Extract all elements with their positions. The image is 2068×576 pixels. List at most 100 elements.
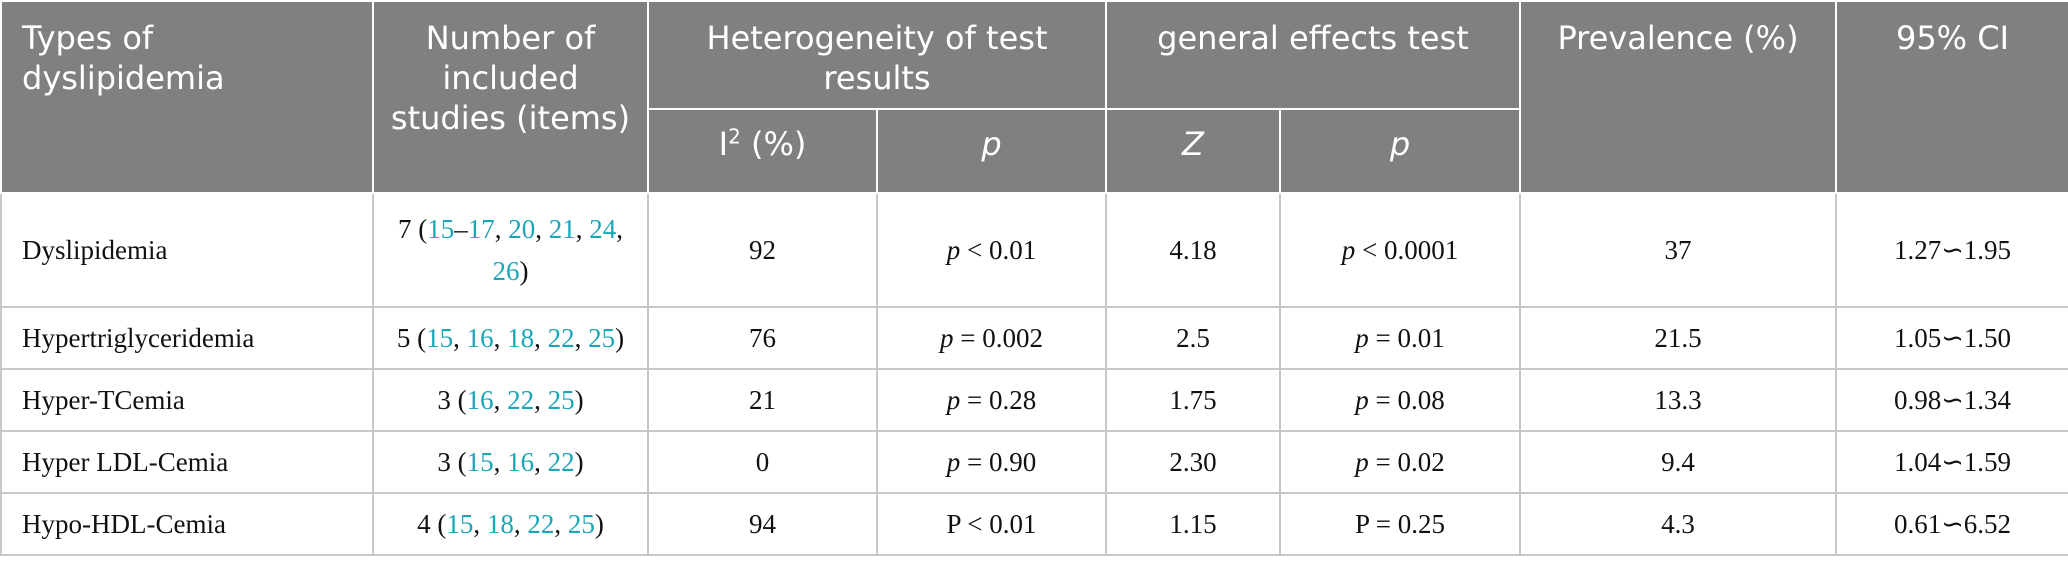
- studies-count: 7 (: [398, 214, 428, 244]
- reference-separator: ,: [494, 214, 509, 244]
- p-value: = 0.28: [960, 385, 1037, 415]
- p-value: = 0.02: [1368, 447, 1445, 477]
- reference-link[interactable]: 16: [466, 385, 494, 415]
- reference-link[interactable]: 22: [547, 447, 575, 477]
- header-p-heterogeneity: p: [876, 108, 1107, 194]
- reference-link[interactable]: 22: [507, 385, 535, 415]
- dyslipidemia-table: Types of dyslipidemia Number of included…: [0, 0, 2068, 556]
- reference-link[interactable]: 22: [527, 509, 555, 539]
- reference-separator: ,: [535, 214, 549, 244]
- reference-link[interactable]: 26: [492, 256, 520, 286]
- p-symbol: p: [1341, 235, 1356, 265]
- reference-link[interactable]: 15: [426, 323, 454, 353]
- cell-z: 1.15: [1105, 492, 1281, 556]
- studies-close: ): [615, 323, 625, 353]
- p-symbol: p: [946, 385, 961, 415]
- cell-p-general: p < 0.0001: [1279, 192, 1521, 308]
- cell-z: 2.30: [1105, 430, 1281, 494]
- cell-ci: 0.98∽1.34: [1835, 368, 2068, 432]
- studies-count: 4 (: [417, 509, 447, 539]
- reference-separator: ,: [453, 323, 467, 353]
- p-symbol: p: [1355, 447, 1369, 477]
- header-heterogeneity: Heterogeneity of test results: [647, 0, 1107, 110]
- table-row: Hypo-HDL-Cemia 4 (15, 18, 22, 25) 94 P < 0.…: [0, 492, 2068, 556]
- cell-type: Hypo-HDL-Cemia: [0, 492, 374, 556]
- p-value: < 0.01: [960, 235, 1037, 265]
- cell-ci: 1.04∽1.59: [1835, 430, 2068, 494]
- reference-separator: –: [454, 214, 468, 244]
- table-body: Dyslipidemia 7 (15–17, 20, 21, 24, 26) 92 p…: [0, 192, 2068, 556]
- cell-p-general: p = 0.02: [1279, 430, 1521, 494]
- reference-separator: ,: [534, 385, 548, 415]
- cell-i2: 94: [647, 492, 878, 556]
- studies-count: 3 (: [437, 385, 467, 415]
- reference-separator: ,: [534, 447, 548, 477]
- cell-type: Dyslipidemia: [0, 192, 374, 308]
- cell-studies: 7 (15–17, 20, 21, 24, 26): [372, 192, 649, 308]
- header-types: Types of dyslipidemia: [0, 0, 374, 194]
- p-symbol: P: [946, 509, 961, 539]
- reference-link[interactable]: 17: [467, 214, 495, 244]
- table-row: Dyslipidemia 7 (15–17, 20, 21, 24, 26) 92 p…: [0, 192, 2068, 308]
- reference-link[interactable]: 16: [507, 447, 535, 477]
- table-row: Hypertriglyceridemia 5 (15, 16, 18, 22, 2…: [0, 306, 2068, 370]
- cell-i2: 76: [647, 306, 878, 370]
- reference-separator: ,: [575, 214, 590, 244]
- studies-count: 3 (: [437, 447, 467, 477]
- reference-separator: ,: [616, 214, 623, 244]
- reference-link[interactable]: 15: [446, 509, 474, 539]
- reference-link[interactable]: 15: [427, 214, 455, 244]
- cell-prevalence: 9.4: [1519, 430, 1837, 494]
- reference-link[interactable]: 25: [588, 323, 616, 353]
- reference-link[interactable]: 16: [466, 323, 494, 353]
- studies-close: ): [519, 256, 529, 286]
- table-row: Hyper LDL-Cemia 3 (15, 16, 22) 0 p = 0.90 2.…: [0, 430, 2068, 494]
- p-symbol: p: [940, 323, 954, 353]
- reference-link[interactable]: 21: [548, 214, 576, 244]
- cell-studies: 3 (15, 16, 22): [372, 430, 649, 494]
- cell-p-general: p = 0.01: [1279, 306, 1521, 370]
- cell-prevalence: 37: [1519, 192, 1837, 308]
- reference-link[interactable]: 18: [486, 509, 514, 539]
- p-symbol: P: [1355, 509, 1370, 539]
- header-z: Z: [1105, 108, 1281, 194]
- reference-link[interactable]: 15: [466, 447, 494, 477]
- reference-link[interactable]: 24: [589, 214, 617, 244]
- header-general-effects: general effects test: [1105, 0, 1521, 110]
- cell-studies: 5 (15, 16, 18, 22, 25): [372, 306, 649, 370]
- cell-type: Hyper-TCemia: [0, 368, 374, 432]
- cell-p-heterogeneity: p = 0.90: [876, 430, 1107, 494]
- p-value: < 0.0001: [1355, 235, 1459, 265]
- cell-p-heterogeneity: p = 0.002: [876, 306, 1107, 370]
- reference-separator: ,: [554, 509, 568, 539]
- reference-separator: ,: [493, 323, 508, 353]
- p-symbol: p: [946, 447, 961, 477]
- reference-separator: ,: [473, 509, 487, 539]
- p-symbol: p: [1355, 323, 1369, 353]
- reference-link[interactable]: 22: [547, 323, 575, 353]
- header-number: Number of included studies (items): [372, 0, 649, 194]
- header-prevalence: Prevalence (%): [1519, 0, 1837, 194]
- cell-type: Hyper LDL-Cemia: [0, 430, 374, 494]
- reference-link[interactable]: 25: [567, 509, 595, 539]
- cell-prevalence: 4.3: [1519, 492, 1837, 556]
- studies-close: ): [574, 447, 584, 477]
- reference-link[interactable]: 18: [507, 323, 535, 353]
- p-symbol: p: [946, 235, 961, 265]
- reference-separator: ,: [493, 385, 508, 415]
- reference-separator: ,: [534, 323, 548, 353]
- studies-count: 5 (: [396, 323, 427, 353]
- p-value: = 0.25: [1369, 509, 1445, 539]
- p-value: = 0.002: [953, 323, 1043, 353]
- cell-p-heterogeneity: P < 0.01: [876, 492, 1107, 556]
- cell-ci: 1.05∽1.50: [1835, 306, 2068, 370]
- p-symbol: p: [1355, 385, 1369, 415]
- reference-link[interactable]: 20: [508, 214, 536, 244]
- reference-link[interactable]: 25: [547, 385, 575, 415]
- cell-p-general: p = 0.08: [1279, 368, 1521, 432]
- cell-i2: 21: [647, 368, 878, 432]
- cell-i2: 92: [647, 192, 878, 308]
- cell-p-heterogeneity: p = 0.28: [876, 368, 1107, 432]
- studies-close: ): [594, 509, 604, 539]
- header-i2: I2 (%): [647, 108, 878, 194]
